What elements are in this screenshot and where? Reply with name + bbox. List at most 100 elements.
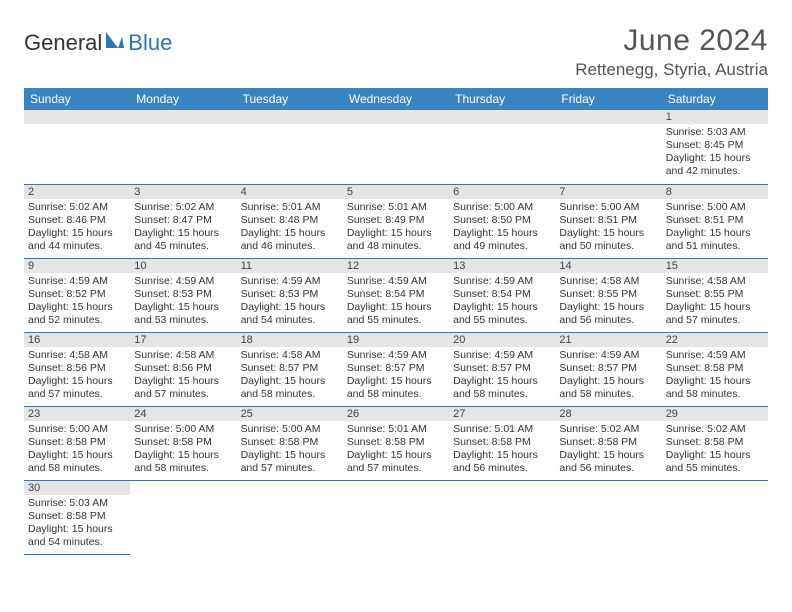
daylight-text: Daylight: 15 hours: [28, 449, 126, 462]
day-number: 12: [343, 259, 449, 273]
sunset-text: Sunset: 8:54 PM: [347, 288, 445, 301]
sunrise-text: Sunrise: 4:58 AM: [666, 275, 764, 288]
calendar-cell: [449, 480, 555, 554]
calendar-cell: [24, 110, 130, 184]
sunrise-text: Sunrise: 4:59 AM: [241, 275, 339, 288]
calendar-week-row: 30Sunrise: 5:03 AMSunset: 8:58 PMDayligh…: [24, 480, 768, 554]
sunrise-text: Sunrise: 4:59 AM: [453, 349, 551, 362]
day-number: 18: [237, 333, 343, 347]
calendar-cell: 30Sunrise: 5:03 AMSunset: 8:58 PMDayligh…: [24, 480, 130, 554]
calendar-cell: 8Sunrise: 5:00 AMSunset: 8:51 PMDaylight…: [662, 184, 768, 258]
sunset-text: Sunset: 8:58 PM: [28, 436, 126, 449]
day-info: Sunrise: 5:00 AMSunset: 8:51 PMDaylight:…: [662, 199, 768, 257]
daylight-text: and 55 minutes.: [347, 314, 445, 327]
header: General Blue June 2024 Rettenegg, Styria…: [24, 24, 768, 80]
day-number: 2: [24, 185, 130, 199]
day-number: 4: [237, 185, 343, 199]
day-info: Sunrise: 4:58 AMSunset: 8:55 PMDaylight:…: [662, 273, 768, 331]
location: Rettenegg, Styria, Austria: [575, 60, 768, 80]
calendar-cell: 11Sunrise: 4:59 AMSunset: 8:53 PMDayligh…: [237, 258, 343, 332]
calendar-cell: 2Sunrise: 5:02 AMSunset: 8:46 PMDaylight…: [24, 184, 130, 258]
daylight-text: and 58 minutes.: [28, 462, 126, 475]
sunrise-text: Sunrise: 5:00 AM: [134, 423, 232, 436]
day-info: Sunrise: 5:00 AMSunset: 8:50 PMDaylight:…: [449, 199, 555, 257]
logo-text-blue: Blue: [128, 30, 172, 56]
sunset-text: Sunset: 8:55 PM: [666, 288, 764, 301]
day-number-empty: [449, 110, 555, 124]
day-info: Sunrise: 4:59 AMSunset: 8:54 PMDaylight:…: [449, 273, 555, 331]
calendar-week-row: 23Sunrise: 5:00 AMSunset: 8:58 PMDayligh…: [24, 406, 768, 480]
day-number: 19: [343, 333, 449, 347]
daylight-text: Daylight: 15 hours: [241, 375, 339, 388]
day-number: 23: [24, 407, 130, 421]
daylight-text: Daylight: 15 hours: [347, 449, 445, 462]
logo-sail-icon: [104, 30, 126, 56]
day-info: Sunrise: 4:59 AMSunset: 8:57 PMDaylight:…: [555, 347, 661, 405]
day-number: 17: [130, 333, 236, 347]
sunrise-text: Sunrise: 4:59 AM: [453, 275, 551, 288]
sunrise-text: Sunrise: 5:03 AM: [666, 126, 764, 139]
daylight-text: Daylight: 15 hours: [666, 375, 764, 388]
weekday-header: Sunday: [24, 88, 130, 110]
day-number: 29: [662, 407, 768, 421]
calendar-cell: 27Sunrise: 5:01 AMSunset: 8:58 PMDayligh…: [449, 406, 555, 480]
month-title: June 2024: [575, 24, 768, 58]
sunrise-text: Sunrise: 5:02 AM: [28, 201, 126, 214]
sunrise-text: Sunrise: 4:59 AM: [666, 349, 764, 362]
sunrise-text: Sunrise: 5:00 AM: [28, 423, 126, 436]
day-info: Sunrise: 5:01 AMSunset: 8:49 PMDaylight:…: [343, 199, 449, 257]
sunrise-text: Sunrise: 5:02 AM: [559, 423, 657, 436]
calendar-cell: [130, 110, 236, 184]
calendar-cell: [662, 480, 768, 554]
daylight-text: Daylight: 15 hours: [666, 227, 764, 240]
daylight-text: Daylight: 15 hours: [28, 523, 126, 536]
sunrise-text: Sunrise: 4:59 AM: [28, 275, 126, 288]
calendar-cell: 6Sunrise: 5:00 AMSunset: 8:50 PMDaylight…: [449, 184, 555, 258]
logo-text-general: General: [24, 30, 102, 56]
daylight-text: and 56 minutes.: [559, 462, 657, 475]
calendar-cell: 1Sunrise: 5:03 AMSunset: 8:45 PMDaylight…: [662, 110, 768, 184]
daylight-text: Daylight: 15 hours: [134, 301, 232, 314]
day-info: Sunrise: 5:02 AMSunset: 8:47 PMDaylight:…: [130, 199, 236, 257]
daylight-text: Daylight: 15 hours: [666, 152, 764, 165]
day-number-empty: [24, 110, 130, 124]
calendar-cell: 12Sunrise: 4:59 AMSunset: 8:54 PMDayligh…: [343, 258, 449, 332]
sunrise-text: Sunrise: 4:59 AM: [347, 275, 445, 288]
sunrise-text: Sunrise: 5:02 AM: [666, 423, 764, 436]
calendar-week-row: 1Sunrise: 5:03 AMSunset: 8:45 PMDaylight…: [24, 110, 768, 184]
sunset-text: Sunset: 8:53 PM: [134, 288, 232, 301]
sunset-text: Sunset: 8:51 PM: [666, 214, 764, 227]
sunset-text: Sunset: 8:56 PM: [28, 362, 126, 375]
daylight-text: and 49 minutes.: [453, 240, 551, 253]
day-info: Sunrise: 4:59 AMSunset: 8:52 PMDaylight:…: [24, 273, 130, 331]
calendar-cell: 18Sunrise: 4:58 AMSunset: 8:57 PMDayligh…: [237, 332, 343, 406]
daylight-text: Daylight: 15 hours: [453, 227, 551, 240]
daylight-text: Daylight: 15 hours: [134, 449, 232, 462]
daylight-text: and 58 minutes.: [347, 388, 445, 401]
sunrise-text: Sunrise: 5:03 AM: [28, 497, 126, 510]
day-number: 7: [555, 185, 661, 199]
sunrise-text: Sunrise: 4:59 AM: [134, 275, 232, 288]
weekday-header-row: Sunday Monday Tuesday Wednesday Thursday…: [24, 88, 768, 110]
day-number: 8: [662, 185, 768, 199]
day-info: Sunrise: 4:59 AMSunset: 8:53 PMDaylight:…: [237, 273, 343, 331]
daylight-text: Daylight: 15 hours: [666, 449, 764, 462]
daylight-text: Daylight: 15 hours: [134, 227, 232, 240]
day-number: 21: [555, 333, 661, 347]
calendar-week-row: 16Sunrise: 4:58 AMSunset: 8:56 PMDayligh…: [24, 332, 768, 406]
day-info: Sunrise: 4:59 AMSunset: 8:53 PMDaylight:…: [130, 273, 236, 331]
weekday-header: Tuesday: [237, 88, 343, 110]
sunset-text: Sunset: 8:58 PM: [453, 436, 551, 449]
calendar-cell: 9Sunrise: 4:59 AMSunset: 8:52 PMDaylight…: [24, 258, 130, 332]
calendar-cell: 3Sunrise: 5:02 AMSunset: 8:47 PMDaylight…: [130, 184, 236, 258]
day-number: 14: [555, 259, 661, 273]
day-info: Sunrise: 5:01 AMSunset: 8:58 PMDaylight:…: [449, 421, 555, 479]
calendar-cell: 23 Sunrise: 5:00 AMSunset: 8:58 PMDayligh…: [24, 406, 130, 480]
day-number: 9: [24, 259, 130, 273]
title-block: June 2024 Rettenegg, Styria, Austria: [575, 24, 768, 80]
daylight-text: Daylight: 15 hours: [453, 301, 551, 314]
day-info: Sunrise: 5:02 AMSunset: 8:58 PMDaylight:…: [662, 421, 768, 479]
daylight-text: Daylight: 15 hours: [28, 227, 126, 240]
calendar-page: General Blue June 2024 Rettenegg, Styria…: [0, 0, 792, 555]
daylight-text: and 58 minutes.: [666, 388, 764, 401]
